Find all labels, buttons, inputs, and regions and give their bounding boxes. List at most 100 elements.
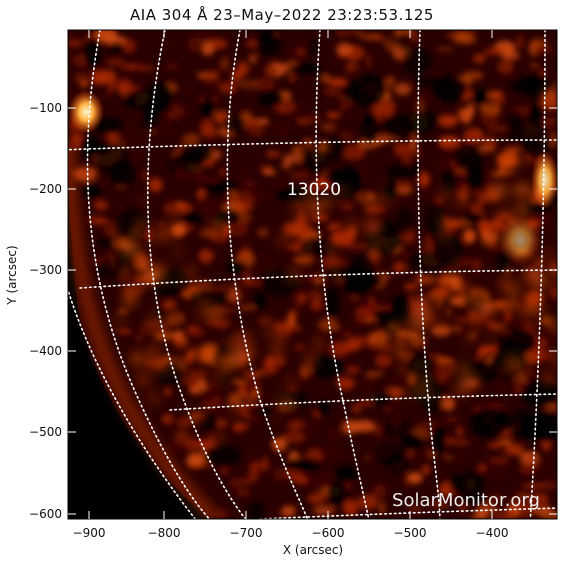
longitude-line — [86, 30, 211, 519]
plasma-blob — [96, 91, 112, 99]
plasma-blob — [187, 37, 204, 52]
plasma-blob — [238, 79, 259, 89]
plage-blob — [175, 365, 190, 374]
plage-blob — [514, 360, 519, 375]
plasma-blob — [433, 359, 440, 364]
plage-blob — [332, 250, 338, 257]
plasma-blob — [471, 329, 479, 343]
plage-blob — [500, 160, 512, 168]
plasma-blob — [477, 348, 489, 357]
plage-blob — [521, 300, 535, 314]
plasma-blob — [463, 128, 485, 144]
plage-blob — [399, 363, 409, 373]
plage-blob — [519, 358, 524, 369]
plasma-blob — [366, 192, 374, 198]
plasma-blob — [531, 508, 551, 516]
plage-blob — [178, 429, 186, 442]
plage-blob — [513, 284, 518, 294]
plasma-blob — [384, 38, 396, 51]
plage-blob — [414, 297, 430, 306]
plasma-blob — [491, 30, 509, 33]
plage-blob — [494, 213, 507, 220]
plasma-blob — [116, 309, 129, 314]
plasma-blob — [365, 53, 373, 69]
plasma-blob — [491, 170, 515, 176]
plasma-blob — [201, 41, 215, 56]
plasma-blob — [162, 413, 173, 425]
plage-blob — [228, 337, 237, 352]
plage-blob — [526, 289, 540, 303]
plasma-blob — [121, 329, 130, 334]
plage-blob — [507, 351, 515, 357]
plage-blob — [174, 249, 183, 254]
dark-cell — [315, 400, 331, 418]
plasma-blob — [236, 487, 251, 497]
plasma-blob — [430, 500, 450, 509]
plasma-blob — [199, 119, 215, 134]
plage-blob — [477, 307, 486, 318]
plage-blob — [369, 242, 381, 256]
plasma-blob — [431, 325, 452, 337]
plasma-blob — [327, 77, 348, 87]
plasma-blob — [350, 30, 364, 36]
dark-cell — [472, 88, 489, 106]
plasma-blob — [410, 134, 417, 151]
plasma-blob — [296, 118, 311, 125]
plage-blob — [419, 375, 432, 383]
dark-cell — [113, 208, 150, 242]
plasma-blob — [195, 199, 218, 215]
plage-blob — [553, 274, 557, 285]
dark-cell — [302, 38, 320, 56]
plasma-blob — [390, 404, 405, 414]
plasma-blob — [538, 349, 554, 360]
plasma-blob — [263, 249, 270, 264]
plasma-blob — [330, 231, 353, 246]
plasma-blob — [292, 145, 304, 155]
plasma-blob — [247, 192, 272, 199]
plage-blob — [439, 217, 447, 224]
plage-blob — [376, 196, 384, 204]
plasma-blob — [313, 214, 329, 222]
plasma-blob — [257, 315, 274, 326]
latitude-line — [259, 507, 557, 519]
plasma-blob — [539, 501, 549, 510]
bright-hotspot — [68, 90, 104, 134]
plasma-blob — [382, 273, 389, 282]
dark-cell — [222, 113, 246, 135]
dark-cell — [220, 326, 236, 338]
dark-cell — [252, 291, 267, 310]
plasma-blob — [323, 88, 340, 95]
plage-blob — [472, 317, 479, 331]
plasma-blob — [477, 463, 486, 472]
plasma-blob — [348, 498, 360, 514]
plasma-blob — [480, 503, 498, 514]
plasma-blob — [379, 501, 385, 515]
plasma-blob — [87, 216, 105, 223]
plage-blob — [278, 238, 284, 244]
plage-blob — [155, 366, 169, 371]
plage-blob — [305, 214, 316, 223]
plage-blob — [308, 201, 317, 209]
plasma-blob — [120, 64, 143, 69]
heliographic-grid — [68, 30, 557, 519]
plage-blob — [315, 337, 322, 350]
dark-cell — [325, 286, 341, 319]
plasma-blob — [189, 386, 202, 395]
dark-cell — [188, 289, 227, 308]
plasma-blob — [497, 461, 510, 470]
plasma-blob — [375, 344, 393, 353]
plasma-blob — [301, 288, 321, 303]
plage-blob — [549, 250, 555, 264]
bright-patch-right — [531, 150, 557, 210]
dark-cell — [286, 63, 322, 74]
x-axis-ticks: −900 −800 −700 −600 −500 −400 — [73, 30, 508, 540]
plasma-blob — [444, 307, 453, 316]
plage-blob — [305, 355, 317, 366]
plage-blob — [456, 381, 467, 396]
plasma-blob — [521, 320, 537, 332]
plage-blob — [442, 321, 452, 327]
plasma-blob — [287, 106, 310, 120]
plage-blob — [242, 349, 256, 356]
plasma-blob — [73, 73, 89, 84]
plage-blob — [465, 297, 477, 303]
